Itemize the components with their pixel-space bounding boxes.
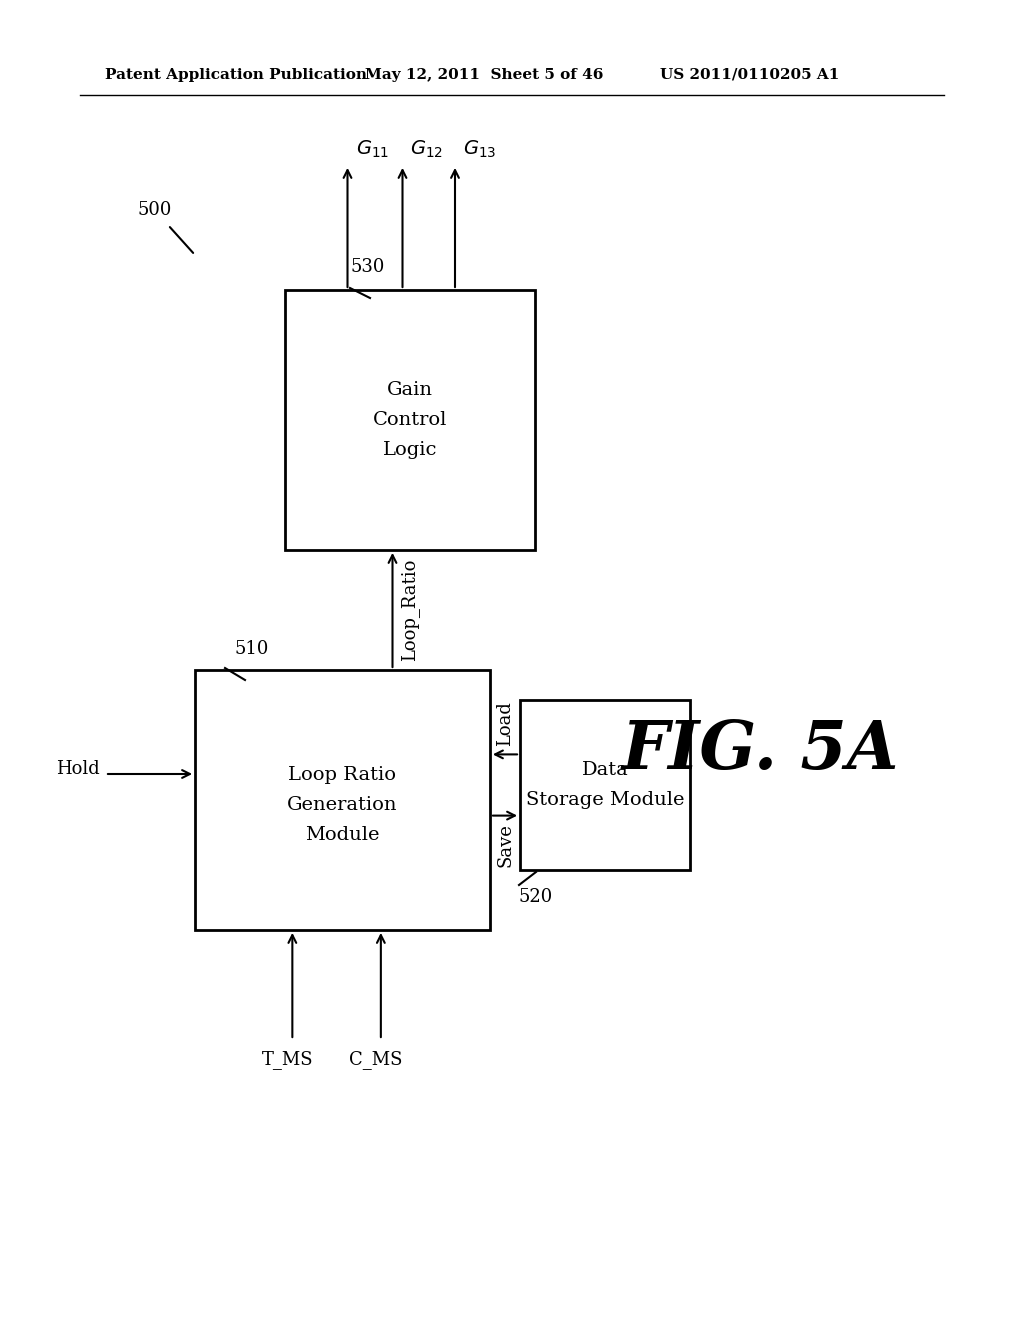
Text: Loop Ratio: Loop Ratio	[289, 766, 396, 784]
Text: Gain: Gain	[387, 381, 433, 399]
Text: Data: Data	[582, 762, 629, 779]
Text: Hold: Hold	[56, 760, 100, 777]
Text: C_MS: C_MS	[349, 1049, 402, 1069]
Text: 530: 530	[350, 257, 384, 276]
Text: 500: 500	[138, 201, 172, 219]
Text: May 12, 2011  Sheet 5 of 46: May 12, 2011 Sheet 5 of 46	[365, 69, 603, 82]
Text: FIG. 5A: FIG. 5A	[622, 718, 899, 783]
Text: Patent Application Publication: Patent Application Publication	[105, 69, 367, 82]
Text: Storage Module: Storage Module	[525, 791, 684, 809]
Text: $G_{11}$: $G_{11}$	[355, 139, 389, 160]
Text: T_MS: T_MS	[261, 1049, 313, 1069]
Text: $G_{12}$: $G_{12}$	[411, 139, 443, 160]
Text: $G_{13}$: $G_{13}$	[463, 139, 497, 160]
Text: Generation: Generation	[288, 796, 397, 814]
Bar	[520, 700, 690, 870]
Text: 510: 510	[234, 640, 269, 657]
Text: Save: Save	[496, 824, 514, 867]
Bar	[285, 290, 535, 550]
Text: Load: Load	[496, 701, 514, 746]
Bar	[195, 671, 490, 931]
Text: Module: Module	[305, 826, 380, 843]
Text: Control: Control	[373, 411, 447, 429]
Text: Logic: Logic	[383, 441, 437, 459]
Text: US 2011/0110205 A1: US 2011/0110205 A1	[660, 69, 840, 82]
Text: Loop_Ratio: Loop_Ratio	[400, 558, 420, 661]
Text: 520: 520	[519, 888, 553, 906]
